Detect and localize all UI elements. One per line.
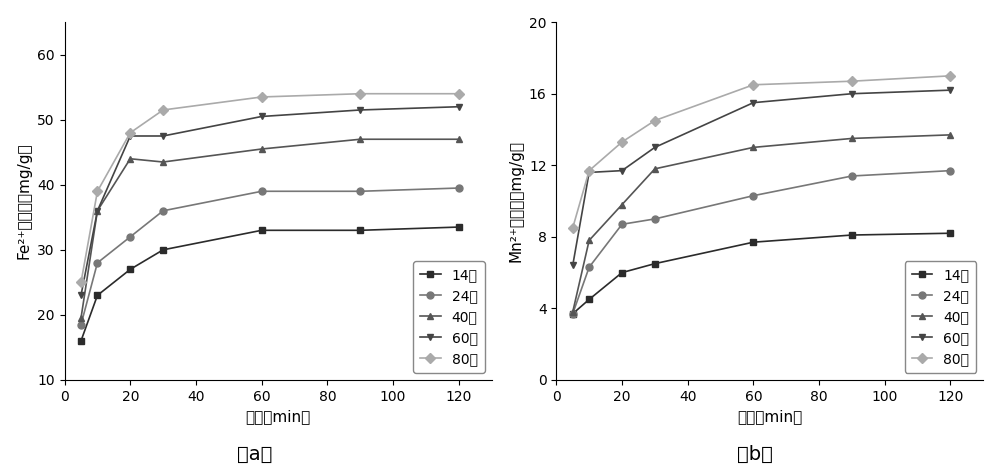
80目 — [157, 107, 169, 113]
40目 — [567, 309, 579, 315]
14目 — [846, 232, 858, 238]
24目 — [354, 189, 366, 194]
80目 — [75, 280, 87, 285]
24目 — [124, 234, 136, 240]
60目 — [747, 100, 759, 106]
24目 — [157, 208, 169, 213]
Text: （a）: （a） — [237, 445, 273, 464]
40目 — [91, 208, 103, 213]
40目 — [256, 146, 268, 152]
80目 — [354, 91, 366, 97]
40目 — [649, 166, 661, 172]
Line: 60目: 60目 — [78, 103, 462, 299]
X-axis label: 时间（min）: 时间（min） — [245, 409, 311, 424]
24目 — [583, 265, 595, 270]
Line: 80目: 80目 — [78, 90, 462, 286]
60目 — [256, 113, 268, 119]
24目 — [846, 173, 858, 179]
14目 — [124, 266, 136, 272]
80目 — [256, 94, 268, 100]
14目 — [616, 270, 628, 275]
40目 — [944, 132, 956, 138]
60目 — [157, 133, 169, 139]
Y-axis label: Mn²⁺吸附量（mg/g）: Mn²⁺吸附量（mg/g） — [508, 140, 523, 262]
Text: （b）: （b） — [737, 445, 773, 464]
40目 — [354, 136, 366, 142]
80目 — [649, 118, 661, 123]
Line: 24目: 24目 — [78, 185, 462, 328]
80目 — [453, 91, 465, 97]
14目 — [649, 261, 661, 266]
14目 — [567, 311, 579, 317]
60目 — [453, 104, 465, 110]
40目 — [747, 144, 759, 150]
60目 — [944, 87, 956, 93]
60目 — [649, 144, 661, 150]
Legend: 14目, 24目, 40目, 60目, 80目: 14目, 24目, 40目, 60目, 80目 — [905, 261, 976, 373]
24目 — [75, 322, 87, 327]
80目 — [91, 189, 103, 194]
24目 — [747, 193, 759, 198]
14目 — [354, 227, 366, 233]
80目 — [583, 168, 595, 174]
40目 — [157, 159, 169, 165]
60目 — [583, 170, 595, 175]
80目 — [616, 139, 628, 145]
14目 — [747, 239, 759, 245]
24目 — [256, 189, 268, 194]
X-axis label: 时间（min）: 时间（min） — [737, 409, 802, 424]
80目 — [747, 82, 759, 88]
60目 — [75, 293, 87, 298]
14目 — [157, 247, 169, 253]
60目 — [91, 208, 103, 213]
Y-axis label: Fe²⁺吸附量（mg/g）: Fe²⁺吸附量（mg/g） — [17, 143, 32, 259]
Line: 60目: 60目 — [569, 87, 954, 269]
80目 — [567, 225, 579, 231]
Line: 80目: 80目 — [569, 72, 954, 231]
80目 — [124, 130, 136, 136]
14目 — [944, 230, 956, 236]
40目 — [583, 238, 595, 243]
Line: 40目: 40目 — [78, 136, 462, 322]
60目 — [616, 168, 628, 174]
14目 — [453, 224, 465, 230]
60目 — [354, 107, 366, 113]
40目 — [75, 315, 87, 321]
24目 — [649, 216, 661, 222]
60目 — [567, 263, 579, 268]
24目 — [944, 168, 956, 174]
Legend: 14目, 24目, 40目, 60目, 80目: 14目, 24目, 40目, 60目, 80目 — [413, 261, 485, 373]
24目 — [453, 185, 465, 191]
Line: 24目: 24目 — [569, 167, 954, 317]
80目 — [944, 73, 956, 79]
40目 — [453, 136, 465, 142]
80目 — [846, 78, 858, 84]
40目 — [616, 202, 628, 207]
14目 — [91, 293, 103, 298]
40目 — [124, 156, 136, 162]
14目 — [75, 338, 87, 344]
Line: 40目: 40目 — [569, 131, 954, 316]
14目 — [256, 227, 268, 233]
Line: 14目: 14目 — [78, 224, 462, 344]
40目 — [846, 136, 858, 141]
Line: 14目: 14目 — [569, 230, 954, 317]
24目 — [91, 260, 103, 265]
60目 — [846, 91, 858, 97]
14目 — [583, 296, 595, 302]
60目 — [124, 133, 136, 139]
24目 — [616, 221, 628, 227]
24目 — [567, 311, 579, 317]
